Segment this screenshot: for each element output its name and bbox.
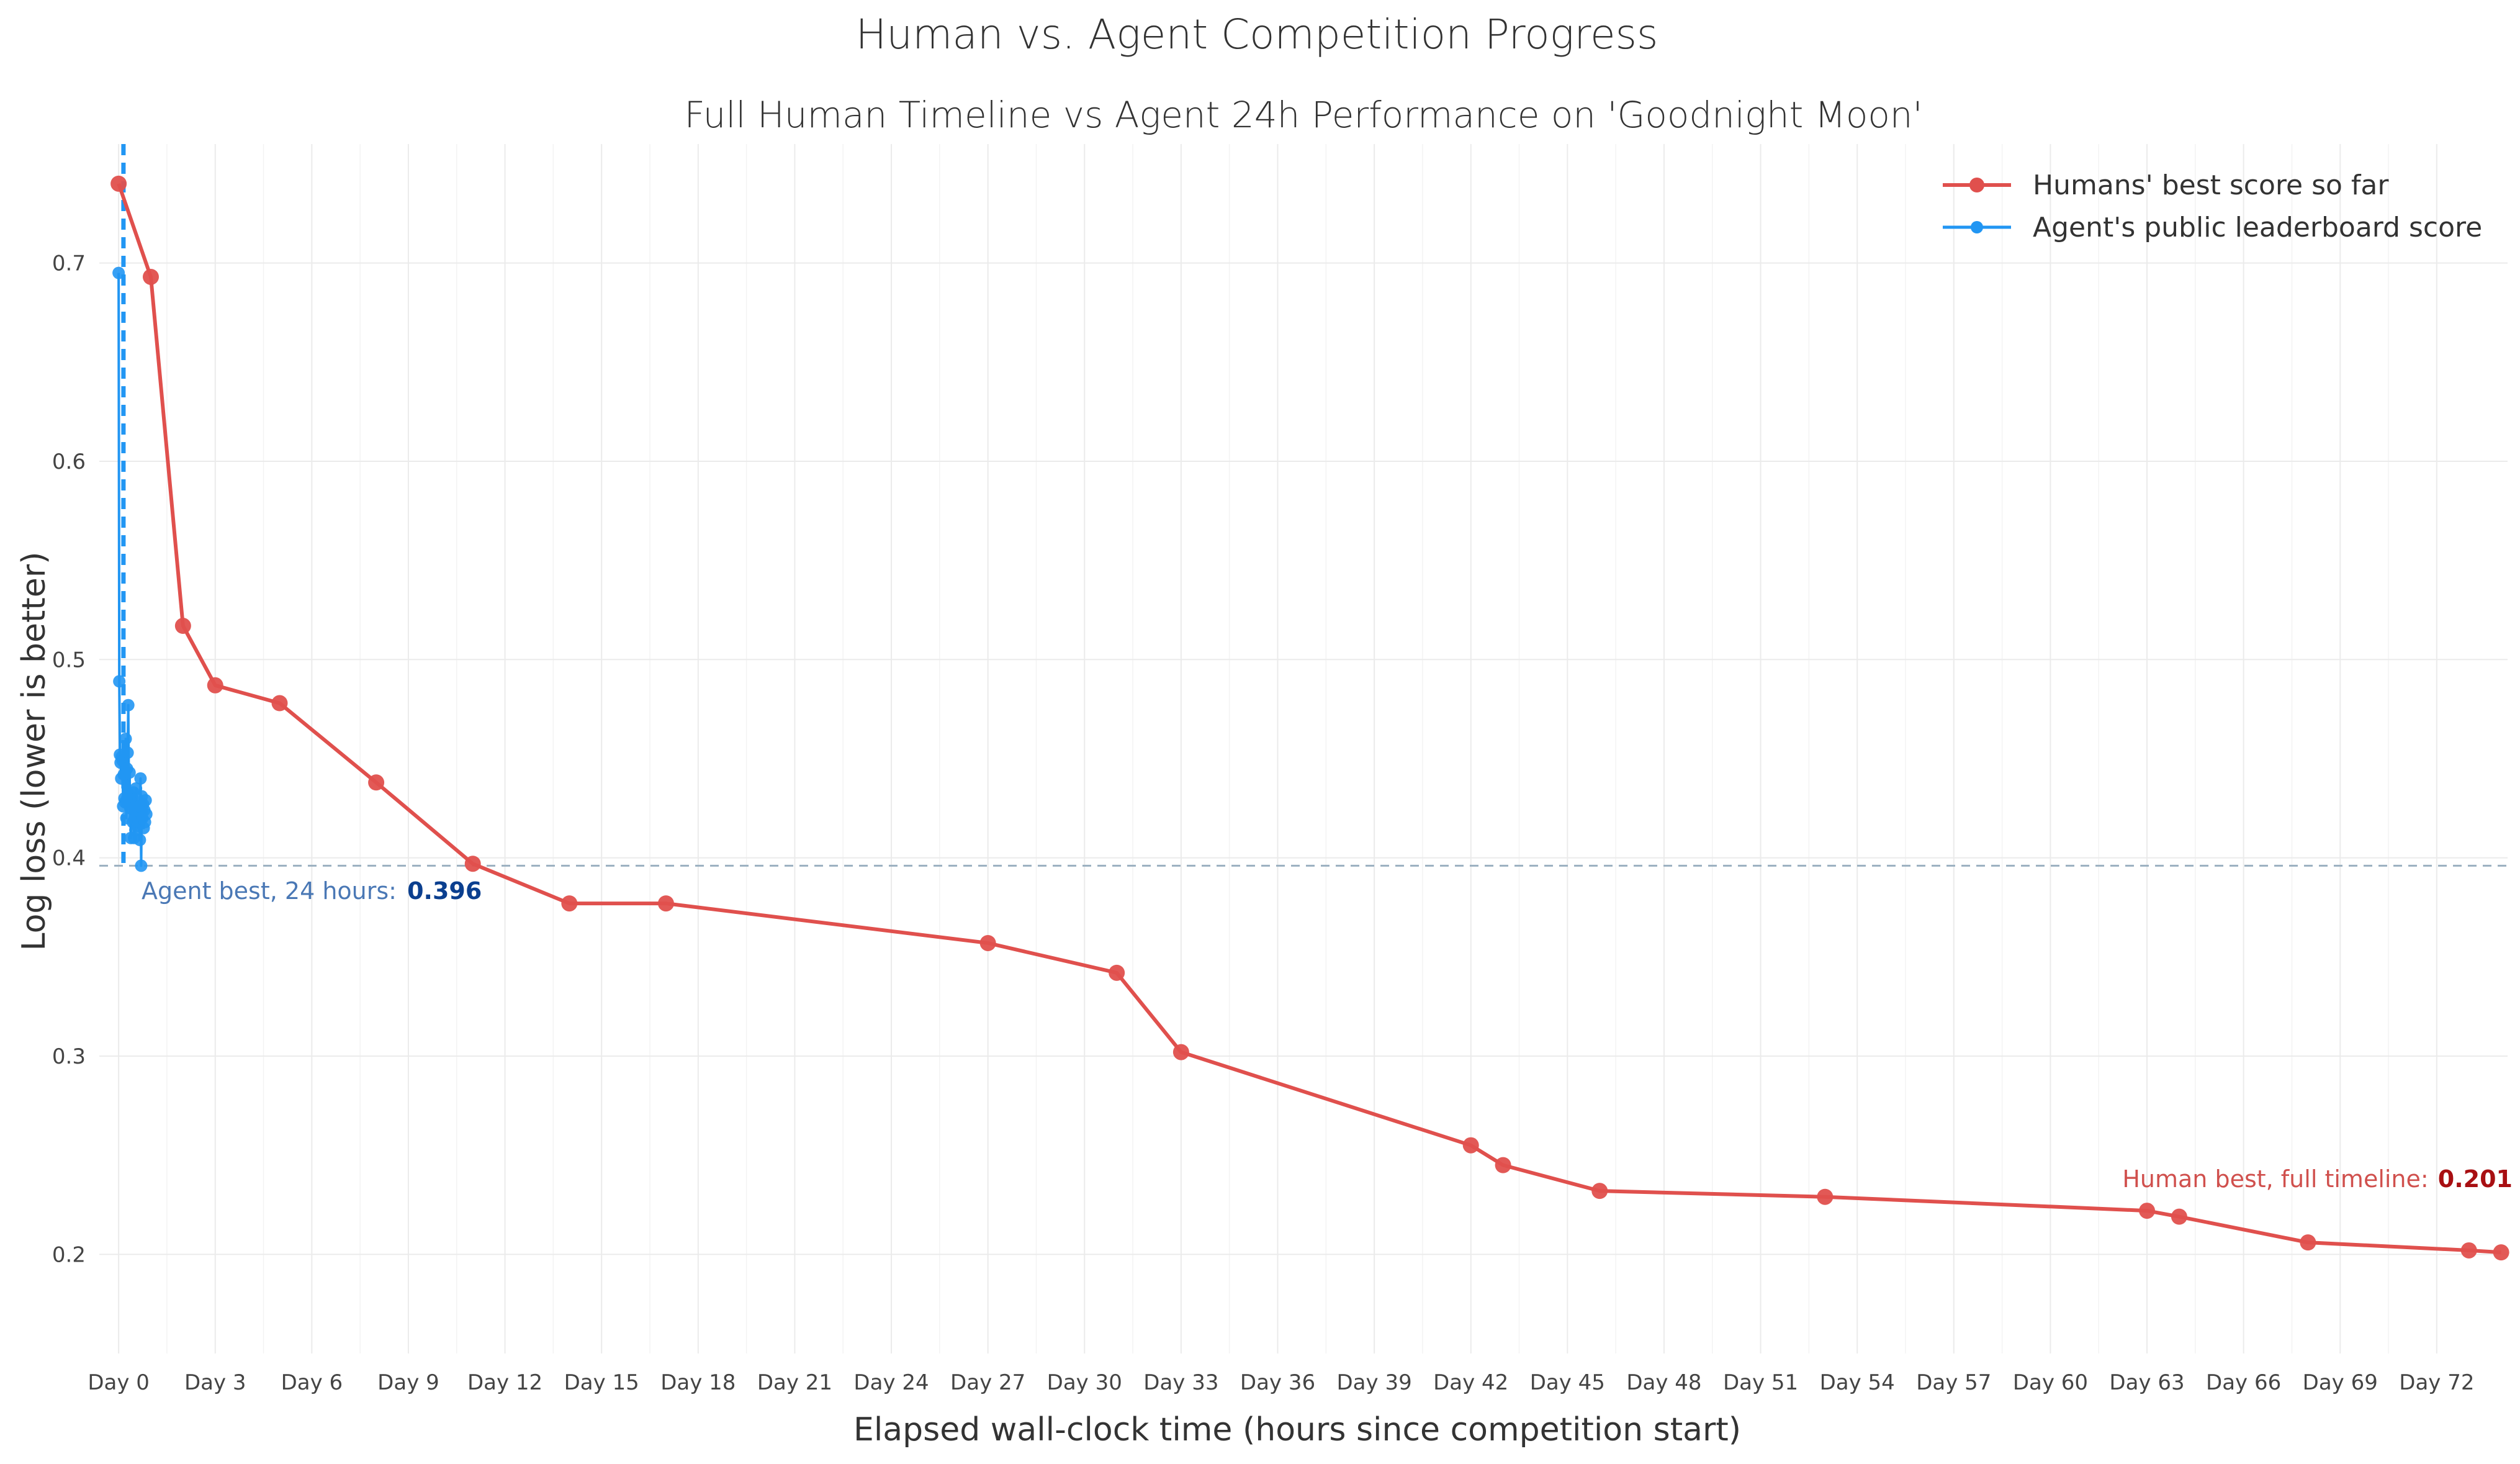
data-point [142, 268, 159, 285]
data-point [2493, 1244, 2509, 1261]
data-point [2171, 1208, 2187, 1225]
human-best-label: Human best, full timeline: [2122, 1165, 2428, 1193]
x-tick-label: Day 45 [1530, 1370, 1605, 1395]
x-tick-label: Day 3 [184, 1370, 246, 1395]
data-point [112, 266, 125, 279]
data-point [119, 733, 132, 746]
data-point [1172, 1044, 1189, 1060]
legend-item-humans: Humans' best score so far [1943, 169, 2389, 201]
data-point [123, 766, 136, 779]
x-tick-label: Day 51 [1723, 1370, 1798, 1395]
y-tick-label: 0.7 [52, 251, 86, 276]
x-tick-label: Day 9 [377, 1370, 439, 1395]
series-humans-best [110, 175, 2509, 1261]
data-point [110, 175, 127, 192]
y-tick-label: 0.2 [52, 1242, 86, 1267]
series-agent-leaderboard [112, 266, 153, 872]
x-tick-label: Day 21 [757, 1370, 832, 1395]
x-tick-label: Day 69 [2303, 1370, 2378, 1395]
x-tick-label: Day 12 [467, 1370, 542, 1395]
legend-label-agent: Agent's public leaderboard score [2033, 212, 2482, 243]
reference-lines [99, 144, 2508, 867]
data-point [1109, 964, 1125, 981]
x-tick-label: Day 39 [1337, 1370, 1412, 1395]
agent-best-value: 0.396 [407, 877, 482, 905]
data-point [133, 833, 146, 846]
x-tick-label: Day 63 [2109, 1370, 2184, 1395]
data-point [121, 746, 134, 759]
y-tick-label: 0.4 [52, 846, 86, 871]
legend-item-agent: Agent's public leaderboard score [1943, 212, 2482, 243]
x-tick-label: Day 30 [1047, 1370, 1122, 1395]
agent-best-annotation: Agent best, 24 hours: 0.396 [142, 877, 482, 905]
data-point [139, 794, 152, 807]
data-point [979, 934, 996, 951]
x-tick-label: Day 60 [2013, 1370, 2088, 1395]
x-tick-label: Day 27 [950, 1370, 1025, 1395]
x-axis-label: Elapsed wall-clock time (hours since com… [853, 1411, 1741, 1448]
y-axis-label: Log loss (lower is better) [16, 552, 53, 951]
data-point [1817, 1188, 1834, 1205]
y-tick-label: 0.3 [52, 1044, 86, 1069]
data-point [135, 859, 148, 872]
x-axis-ticks: Day 0 Day 3 Day 6 Day 9 Day 12 Day 15 Day 18 Da… [88, 1370, 2474, 1395]
data-point [2300, 1234, 2316, 1251]
data-point [561, 895, 578, 912]
y-axis-ticks: 0.2 0.3 0.4 0.5 0.6 0.7 [52, 251, 86, 1268]
data-point [657, 895, 674, 912]
grid [99, 144, 2508, 1353]
x-tick-label: Day 6 [281, 1370, 343, 1395]
x-tick-label: Day 42 [1433, 1370, 1508, 1395]
human-best-value: 0.201 [2438, 1165, 2513, 1193]
x-tick-label: Day 15 [564, 1370, 639, 1395]
data-point [464, 856, 481, 872]
svg-text:Agent best, 24 hours: 0.: Agent best, 24 hours: 0.396 [142, 877, 482, 905]
agent-best-label: Agent best, 24 hours: [142, 877, 397, 905]
x-tick-label: Day 33 [1143, 1370, 1218, 1395]
legend: Humans' best score so far Agent's public… [1943, 169, 2482, 243]
data-point [271, 695, 288, 712]
x-tick-label: Day 48 [1626, 1370, 1701, 1395]
y-tick-label: 0.6 [52, 450, 86, 474]
x-tick-label: Day 72 [2399, 1370, 2474, 1395]
x-tick-label: Day 24 [853, 1370, 929, 1395]
x-tick-label: Day 54 [1820, 1370, 1895, 1395]
human-best-annotation: Human best, full timeline: 0.201 [2122, 1165, 2513, 1193]
data-point [122, 698, 135, 712]
x-tick-label: Day 66 [2206, 1370, 2281, 1395]
data-point [1591, 1183, 1608, 1200]
svg-text:Human best, full timeline:: Human best, full timeline: 0.201 [2122, 1165, 2513, 1193]
data-point [2139, 1203, 2156, 1219]
data-point [368, 774, 385, 791]
legend-label-humans: Humans' best score so far [2033, 169, 2389, 201]
data-point [113, 675, 126, 688]
chart-subtitle: Full Human Timeline vs Agent 24h Perform… [684, 94, 1922, 136]
data-point [207, 677, 223, 694]
data-point [1495, 1157, 1511, 1173]
x-tick-label: Day 0 [88, 1370, 150, 1395]
data-point [1462, 1137, 1479, 1154]
data-point [140, 808, 153, 821]
x-tick-label: Day 57 [1916, 1370, 1991, 1395]
data-point [174, 618, 191, 635]
y-tick-label: 0.5 [52, 648, 86, 672]
x-tick-label: Day 18 [660, 1370, 736, 1395]
x-tick-label: Day 36 [1240, 1370, 1315, 1395]
data-point [134, 772, 147, 785]
chart-title: Human vs. Agent Competition Progress [856, 11, 1658, 58]
data-point [2460, 1242, 2477, 1258]
